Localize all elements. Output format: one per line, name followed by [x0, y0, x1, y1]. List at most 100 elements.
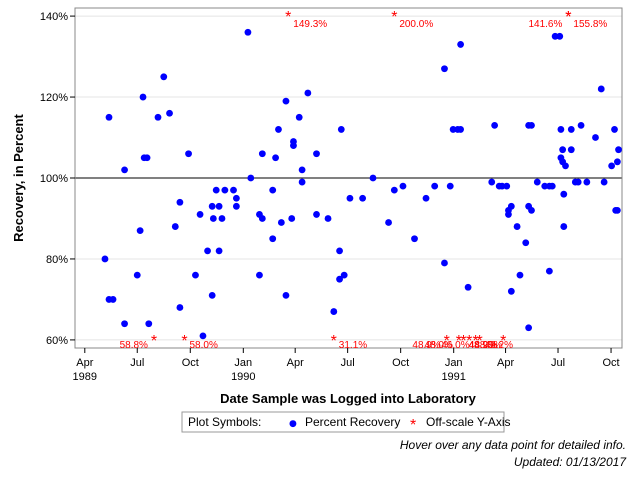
offscale-marker: *	[285, 9, 291, 26]
data-point	[336, 247, 343, 255]
data-point	[560, 190, 568, 198]
y-tick-label: 140%	[40, 11, 68, 23]
data-point	[232, 194, 240, 202]
offscale-label: 46.0%	[441, 340, 469, 351]
updated-date: Updated: 01/13/2017	[513, 455, 626, 469]
offscale-marker: *	[456, 333, 462, 350]
data-point	[346, 194, 354, 202]
data-point	[196, 211, 204, 218]
data-point	[464, 283, 472, 291]
x-year-label: 1990	[231, 371, 255, 383]
data-point	[567, 146, 575, 154]
data-point	[304, 89, 312, 97]
x-tick-label: Oct	[182, 357, 199, 369]
data-point	[269, 186, 277, 194]
data-point	[431, 182, 439, 190]
data-point	[277, 219, 285, 226]
data-point	[258, 215, 266, 222]
offscale-label: 58.0%	[190, 340, 218, 351]
offscale-marker: *	[391, 9, 397, 26]
offscale-label: 141.6%	[528, 19, 562, 30]
data-points	[101, 28, 622, 340]
offscale-marker: *	[500, 333, 506, 350]
data-point	[613, 206, 621, 214]
y-tick-label: 80%	[46, 254, 68, 266]
offscale-marker: *	[565, 9, 571, 26]
data-point	[337, 126, 345, 133]
data-point	[359, 194, 367, 202]
legend-circle-icon: ●	[289, 419, 297, 429]
data-point	[139, 93, 147, 101]
data-point	[258, 150, 266, 158]
x-tick-label: Jul	[130, 357, 144, 369]
data-point	[282, 97, 290, 105]
data-point	[615, 146, 622, 154]
data-point	[600, 178, 608, 186]
data-point	[441, 65, 448, 73]
data-point	[613, 158, 621, 166]
data-point	[330, 308, 338, 315]
data-point	[145, 320, 153, 328]
offscale-label: 149.3%	[293, 19, 327, 30]
offscale-marker: *	[331, 333, 337, 350]
y-tick-label: 100%	[40, 173, 68, 185]
data-point	[230, 186, 237, 194]
x-tick-label: Jan	[234, 357, 252, 369]
legend-item-offscale: Off-scale Y-Axis	[426, 415, 510, 429]
data-point	[288, 215, 296, 222]
data-point	[121, 166, 128, 174]
data-point	[577, 121, 585, 129]
data-point	[208, 291, 216, 299]
offscale-label: 48.9%	[474, 340, 502, 351]
data-point	[441, 259, 448, 267]
offscale-marker: *	[151, 333, 157, 350]
legend-item-percent-recovery: Percent Recovery	[305, 415, 400, 429]
data-point	[199, 332, 207, 340]
offscale-marker: *	[477, 333, 483, 350]
offscale-label: 49.2%	[485, 340, 513, 351]
data-point	[422, 194, 430, 202]
data-point	[313, 150, 320, 158]
data-point	[597, 85, 605, 93]
data-point	[557, 126, 565, 133]
data-point	[105, 113, 113, 121]
data-point	[176, 198, 184, 206]
data-point	[298, 166, 306, 174]
data-point	[507, 202, 515, 210]
x-tick-label: Apr	[497, 357, 514, 369]
offscale-marker: *	[472, 333, 478, 350]
data-point	[583, 178, 591, 186]
x-tick-label: Jul	[341, 357, 355, 369]
data-point	[209, 215, 217, 222]
data-point	[215, 247, 223, 255]
offscale-label: 31.1%	[339, 340, 367, 351]
data-point	[256, 271, 263, 279]
offscale-label: 48.9%	[468, 340, 496, 351]
data-point	[298, 178, 306, 186]
offscale-markers: *58.8% * 58.0%* 149.3%* 31.1%* 200.0%*48.9% *4…	[120, 9, 608, 351]
data-point	[369, 174, 377, 182]
y-tick-label: 60%	[46, 335, 68, 347]
data-point	[592, 134, 599, 141]
data-point	[215, 202, 223, 210]
offscale-label: 48.9%	[469, 340, 497, 351]
y-axis-title: Recovery, in Percent	[11, 114, 26, 242]
data-point	[488, 178, 496, 186]
data-point	[232, 202, 240, 210]
data-point	[221, 186, 229, 194]
data-point	[295, 113, 303, 121]
data-point	[275, 126, 282, 133]
data-point	[491, 121, 499, 129]
data-point	[507, 287, 515, 295]
data-point	[528, 121, 535, 129]
offscale-label: 58.8%	[120, 340, 148, 351]
data-point	[608, 162, 616, 170]
data-point	[244, 28, 252, 36]
data-point	[208, 202, 216, 210]
x-tick-label: Jul	[551, 357, 565, 369]
data-point	[390, 186, 398, 194]
x-tick-label: Oct	[392, 357, 409, 369]
offscale-marker: *	[181, 333, 187, 350]
data-point	[457, 41, 465, 48]
